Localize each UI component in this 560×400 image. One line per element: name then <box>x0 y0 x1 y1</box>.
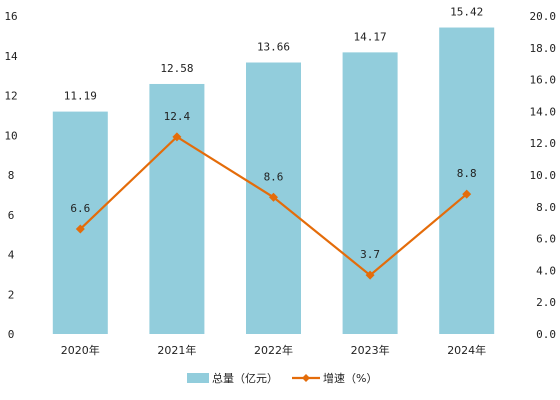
x-axis: 2020年 2021年 2022年 2023年 2024年 <box>61 343 486 357</box>
bar-3 <box>342 52 398 335</box>
right-tick-label: 18.0 <box>530 42 557 55</box>
x-tick-label: 2020年 <box>61 343 100 357</box>
bar-value-label: 11.19 <box>64 90 97 103</box>
legend-label-bar: 总量（亿元） <box>212 371 278 385</box>
line-point-0 <box>75 224 85 234</box>
legend-label-line: 增速（%） <box>323 371 377 385</box>
right-y-axis: 0.0 2.0 4.0 6.0 8.0 10.0 12.0 14.0 16.0 18.0 20.0 <box>530 10 557 341</box>
left-tick-label: 6 <box>8 209 15 222</box>
right-tick-label: 16.0 <box>530 74 557 87</box>
right-tick-label: 12.0 <box>530 137 557 150</box>
bar-value-label: 13.66 <box>257 41 290 54</box>
x-tick-label: 2022年 <box>254 343 293 357</box>
line-point-4 <box>462 189 472 199</box>
right-tick-label: 20.0 <box>530 10 557 23</box>
left-tick-label: 10 <box>4 129 17 142</box>
bar-0 <box>52 111 108 334</box>
bar-4 <box>439 27 495 335</box>
bars-layer <box>52 27 495 335</box>
left-y-axis: 0 2 4 6 8 10 12 14 16 <box>4 10 18 341</box>
right-tick-label: 10.0 <box>530 169 557 182</box>
right-tick-label: 2.0 <box>536 296 556 309</box>
right-tick-label: 8.0 <box>536 201 556 214</box>
bar-value-label: 14.17 <box>354 30 387 43</box>
right-tick-label: 14.0 <box>530 105 557 118</box>
left-tick-label: 2 <box>8 288 15 301</box>
line-value-label: 3.7 <box>360 248 380 261</box>
line-point-2 <box>269 192 278 202</box>
line-value-label: 8.6 <box>264 170 284 183</box>
left-tick-label: 16 <box>4 10 17 23</box>
left-tick-label: 4 <box>8 249 15 262</box>
line-value-label: 12.4 <box>164 110 191 123</box>
left-tick-label: 0 <box>8 328 15 341</box>
left-tick-label: 12 <box>4 90 17 103</box>
legend: 总量（亿元） 增速（%） <box>187 371 377 385</box>
bar-value-label: 15.42 <box>450 6 483 19</box>
line-point-3 <box>365 270 375 280</box>
right-tick-label: 6.0 <box>536 233 556 246</box>
x-tick-label: 2023年 <box>351 343 390 357</box>
labels-layer: 11.19 12.58 13.66 14.17 15.42 6.6 12.4 8.6 3.7 8.… <box>64 6 484 262</box>
x-tick-label: 2021年 <box>157 343 196 357</box>
line-value-label: 6.6 <box>70 202 90 215</box>
x-tick-label: 2024年 <box>447 343 486 357</box>
line-point-1 <box>172 132 182 142</box>
bar-1 <box>149 83 205 334</box>
legend-marker-diamond <box>302 374 310 382</box>
right-tick-label: 0.0 <box>536 328 556 341</box>
right-tick-label: 4.0 <box>536 264 556 277</box>
left-tick-label: 8 <box>8 169 15 182</box>
line-value-label: 8.8 <box>457 167 477 180</box>
legend-swatch-bar <box>187 373 209 383</box>
bar-value-label: 12.58 <box>160 62 193 75</box>
left-tick-label: 14 <box>4 50 18 63</box>
line-layer <box>75 132 472 280</box>
